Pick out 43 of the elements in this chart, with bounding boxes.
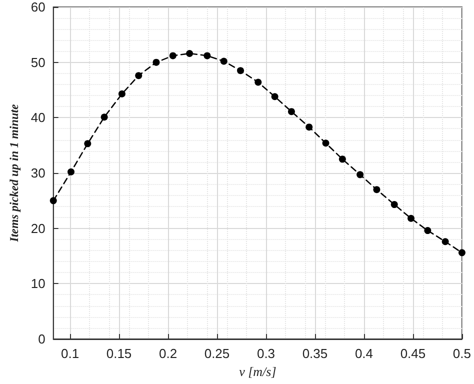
- x-tick-label: 0.1: [60, 346, 80, 361]
- y-tick-label: 60: [30, 0, 46, 14]
- point: [288, 108, 295, 116]
- x-tick-label: 0.15: [106, 346, 132, 361]
- point: [254, 78, 262, 86]
- y-tick-label: 50: [30, 54, 46, 70]
- x-tick-label: 0.4: [354, 346, 374, 361]
- point: [152, 58, 160, 66]
- point: [458, 249, 466, 256]
- x-tick-label: 0.3: [256, 346, 276, 361]
- point: [100, 114, 108, 121]
- x-tick-label: 0.5: [452, 346, 472, 361]
- point: [169, 52, 176, 60]
- point: [356, 171, 364, 178]
- point: [373, 186, 380, 194]
- x-tick-label: 0.45: [400, 346, 426, 361]
- point: [390, 201, 398, 208]
- point: [271, 93, 278, 100]
- point: [68, 168, 74, 176]
- point: [322, 140, 330, 147]
- point: [50, 197, 57, 204]
- point: [442, 238, 449, 246]
- point: [220, 58, 228, 65]
- point: [408, 214, 415, 222]
- point: [135, 72, 142, 80]
- point: [338, 156, 346, 163]
- x-tick-label: 0.25: [204, 346, 230, 361]
- point: [306, 124, 313, 131]
- point: [84, 140, 92, 148]
- y-tick-label: 10: [30, 276, 46, 292]
- point: [186, 50, 194, 57]
- y-axis-title: Items picked up in 1 minute: [7, 103, 21, 243]
- x-tick-label: 0.2: [158, 346, 178, 361]
- x-tick-label: 0.35: [302, 346, 328, 361]
- point: [204, 52, 211, 60]
- point: [118, 90, 126, 98]
- x-axis-title: v [m/s]: [239, 364, 276, 379]
- y-tick-label: 30: [30, 166, 46, 180]
- y-tick-label: 0: [38, 332, 46, 346]
- y-tick-label: 40: [30, 110, 46, 126]
- y-tick-label: 20: [30, 220, 46, 236]
- point: [237, 67, 244, 74]
- point: [424, 227, 432, 234]
